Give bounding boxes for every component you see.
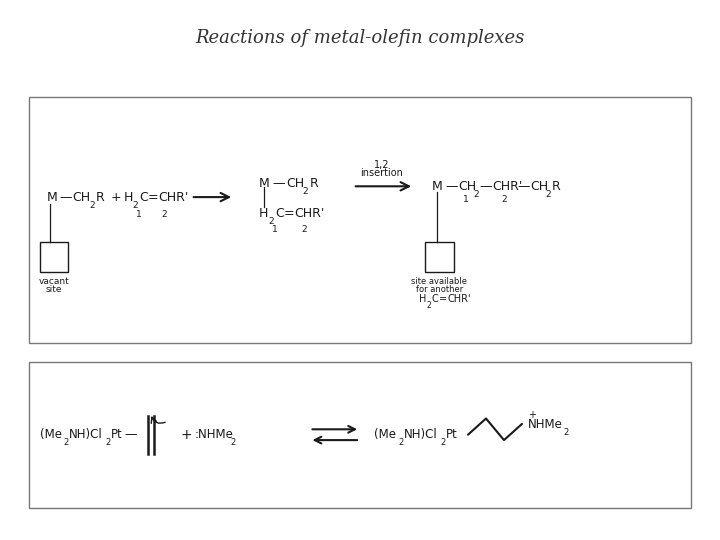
Bar <box>40 242 68 272</box>
Text: —: — <box>125 428 137 441</box>
Text: —: — <box>445 180 457 193</box>
Text: CHR': CHR' <box>492 180 522 193</box>
Text: site available: site available <box>411 278 467 286</box>
Text: H: H <box>259 207 269 220</box>
Text: 2: 2 <box>398 438 403 447</box>
Text: 2: 2 <box>105 438 110 447</box>
Text: =: = <box>148 191 158 204</box>
Text: CHR': CHR' <box>448 294 472 303</box>
Text: 2: 2 <box>63 438 68 447</box>
Bar <box>425 242 454 272</box>
Text: 2: 2 <box>161 211 167 219</box>
Text: CH: CH <box>72 191 90 204</box>
Text: C: C <box>432 294 438 303</box>
Text: 2: 2 <box>302 225 307 234</box>
Text: :NHMe: :NHMe <box>194 428 233 441</box>
Text: Pt: Pt <box>111 428 122 441</box>
Text: 2: 2 <box>230 438 235 447</box>
Text: for another: for another <box>415 286 463 294</box>
Text: 2: 2 <box>546 190 552 199</box>
Text: —: — <box>517 180 529 193</box>
Text: NHMe: NHMe <box>528 418 562 431</box>
Text: +: + <box>110 191 121 204</box>
Text: NH)Cl: NH)Cl <box>404 428 438 441</box>
Text: Reactions of metal-olefin complexes: Reactions of metal-olefin complexes <box>195 29 525 47</box>
Bar <box>29 97 691 343</box>
Text: (Me: (Me <box>40 428 62 441</box>
Text: C: C <box>139 191 148 204</box>
Text: 2: 2 <box>474 190 480 199</box>
Text: 2: 2 <box>440 438 445 447</box>
Text: CHR': CHR' <box>294 207 324 220</box>
Text: C: C <box>275 207 284 220</box>
Text: CH: CH <box>458 180 476 193</box>
Text: 2: 2 <box>564 428 569 437</box>
Text: (Me: (Me <box>374 428 397 441</box>
Text: 2: 2 <box>302 187 308 196</box>
Text: CHR': CHR' <box>158 191 189 204</box>
Text: M: M <box>47 191 58 204</box>
Text: vacant: vacant <box>39 278 69 286</box>
Text: insertion: insertion <box>360 168 403 178</box>
Text: H: H <box>419 294 426 303</box>
Text: H: H <box>124 191 133 204</box>
Bar <box>29 362 691 508</box>
Text: =: = <box>284 207 294 220</box>
Text: M: M <box>259 177 270 190</box>
Text: 2: 2 <box>426 301 431 309</box>
FancyArrowPatch shape <box>151 417 165 423</box>
Text: —: — <box>480 180 492 193</box>
Text: =: = <box>439 294 447 303</box>
Text: R: R <box>310 177 318 190</box>
Text: R: R <box>552 180 561 193</box>
Text: CH: CH <box>286 177 304 190</box>
Text: 1: 1 <box>136 211 142 219</box>
Text: NH)Cl: NH)Cl <box>69 428 103 441</box>
Text: site: site <box>46 286 62 294</box>
Text: +: + <box>528 410 536 420</box>
Text: R: R <box>96 191 104 204</box>
Text: —: — <box>59 191 71 204</box>
Text: CH: CH <box>530 180 548 193</box>
Text: 2: 2 <box>501 195 507 204</box>
Text: Pt: Pt <box>446 428 457 441</box>
Text: 1: 1 <box>463 195 469 204</box>
Text: 2: 2 <box>89 201 95 210</box>
Text: M: M <box>432 180 443 193</box>
Text: 1,2: 1,2 <box>374 160 390 170</box>
Text: 2: 2 <box>132 201 138 210</box>
Text: +: + <box>180 428 192 442</box>
Text: —: — <box>272 177 284 190</box>
Text: 1: 1 <box>272 225 278 234</box>
Text: 2: 2 <box>269 217 274 226</box>
